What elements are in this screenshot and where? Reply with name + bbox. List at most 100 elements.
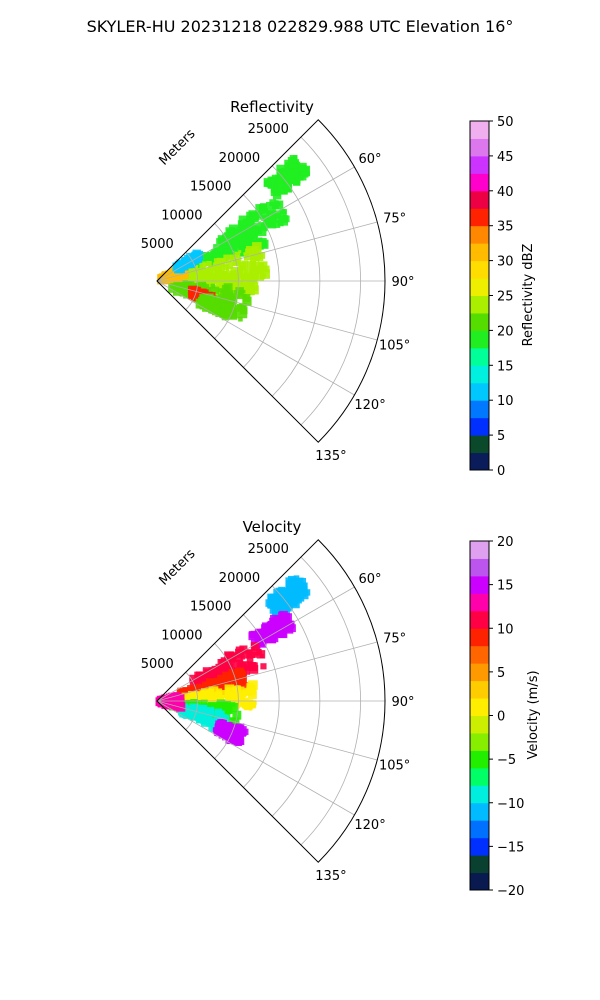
theta-tick-label: 75° bbox=[383, 211, 406, 226]
reflectivity-colorbar-label: Reflectivity dBZ bbox=[521, 244, 536, 347]
echo-cell bbox=[180, 280, 188, 288]
echo-cell bbox=[228, 669, 239, 680]
echo-cell bbox=[175, 264, 184, 273]
echo-cell bbox=[285, 617, 291, 623]
echo-cell bbox=[292, 598, 298, 605]
echo-cell bbox=[248, 275, 257, 284]
echo-cell bbox=[204, 267, 214, 277]
echo-cell bbox=[196, 676, 201, 681]
colorbar-segment bbox=[470, 452, 489, 462]
echo-cell bbox=[232, 725, 240, 733]
echo-cell bbox=[210, 283, 216, 289]
colorbar-segment bbox=[470, 243, 489, 253]
echo-cell bbox=[241, 277, 246, 282]
echo-cell bbox=[272, 220, 281, 228]
colorbar-segment bbox=[470, 251, 489, 262]
colorbar-segment bbox=[470, 671, 489, 682]
colorbar-segment bbox=[470, 575, 489, 586]
echo-cell bbox=[287, 620, 295, 629]
echo-cell bbox=[217, 284, 225, 291]
echo-cell bbox=[253, 246, 259, 252]
echo-cell bbox=[277, 628, 287, 638]
echo-cell bbox=[190, 699, 198, 707]
echo-cell bbox=[213, 727, 221, 735]
colorbar-tick-label: 5 bbox=[497, 666, 505, 681]
echo-cell bbox=[192, 292, 202, 302]
echo-cell bbox=[213, 244, 223, 254]
echo-cell bbox=[266, 180, 272, 186]
range-tick-label: 10000 bbox=[161, 208, 202, 223]
echo-cell bbox=[271, 216, 276, 222]
echo-cell bbox=[279, 208, 286, 215]
echo-cell bbox=[221, 252, 225, 257]
echo-cell bbox=[214, 723, 222, 731]
echo-cell bbox=[234, 736, 243, 745]
echo-cell bbox=[217, 293, 222, 298]
echo-cell bbox=[217, 674, 226, 683]
echo-cell bbox=[214, 703, 224, 713]
echo-cell bbox=[241, 260, 249, 268]
echo-cell bbox=[202, 712, 209, 719]
colorbar-segment bbox=[470, 785, 489, 795]
range-ring bbox=[271, 585, 321, 817]
colorbar-segment bbox=[470, 750, 489, 760]
echo-cell bbox=[216, 690, 222, 697]
echo-cell bbox=[247, 217, 255, 224]
echo-cell bbox=[236, 260, 240, 264]
theta-gridline bbox=[156, 586, 355, 702]
range-tick-label: 20000 bbox=[219, 151, 260, 166]
theta-tick-label: 90° bbox=[391, 275, 414, 290]
echo-cell bbox=[246, 245, 254, 254]
echo-cell bbox=[235, 646, 245, 655]
colorbar-segment bbox=[470, 365, 489, 375]
echo-cell bbox=[191, 288, 199, 297]
echo-cell bbox=[224, 651, 234, 661]
figure-suptitle: SKYLER-HU 20231218 022829.988 UTC Elevat… bbox=[87, 17, 514, 36]
colorbar-segment bbox=[470, 663, 489, 673]
echo-cell bbox=[183, 290, 192, 299]
echo-cell bbox=[239, 266, 248, 276]
echo-cell bbox=[275, 617, 284, 625]
sector-outline bbox=[156, 119, 386, 443]
echo-cell bbox=[189, 255, 195, 261]
echo-cell bbox=[247, 683, 251, 688]
colorbar-segment bbox=[470, 698, 489, 708]
echo-cell bbox=[210, 297, 215, 302]
echo-cell bbox=[173, 280, 178, 286]
colorbar-tick-label: −20 bbox=[497, 884, 524, 899]
echo-cell bbox=[189, 674, 198, 683]
colorbar-segment bbox=[470, 732, 489, 743]
echo-cell bbox=[238, 250, 242, 254]
echo-cell bbox=[234, 679, 244, 689]
echo-cell bbox=[217, 727, 228, 737]
theta-gridline bbox=[156, 641, 378, 702]
colorbar-segment bbox=[470, 794, 489, 804]
echo-cell bbox=[228, 731, 233, 736]
echo-cell bbox=[274, 200, 279, 205]
echo-cell bbox=[285, 580, 294, 588]
theta-gridline bbox=[156, 280, 355, 396]
echo-cell bbox=[190, 713, 198, 721]
colorbar-tick-label: 10 bbox=[497, 622, 514, 637]
echo-cell bbox=[199, 300, 207, 308]
echo-cell bbox=[271, 636, 276, 641]
range-tick-label: 20000 bbox=[219, 571, 260, 586]
echo-cell bbox=[276, 182, 283, 189]
echo-cell bbox=[246, 221, 254, 229]
echo-cell bbox=[252, 226, 259, 233]
colorbar-segment bbox=[470, 304, 489, 314]
colorbar-segment bbox=[470, 190, 489, 201]
reflectivity-panel: Reflectivity Meters 60° 75° 90° 105° 120° 135… bbox=[141, 98, 536, 479]
colorbar-segment bbox=[470, 837, 489, 847]
echo-cell bbox=[287, 575, 297, 585]
echo-cell bbox=[249, 261, 257, 268]
range-tick-label: 5000 bbox=[141, 237, 174, 252]
colorbar-tick-label: 25 bbox=[497, 290, 514, 305]
echo-cell bbox=[232, 685, 242, 695]
echo-cell bbox=[292, 155, 298, 160]
echo-cell bbox=[296, 589, 304, 597]
echo-cell bbox=[292, 178, 301, 186]
echo-cell bbox=[183, 687, 190, 694]
echo-cell bbox=[219, 271, 229, 280]
